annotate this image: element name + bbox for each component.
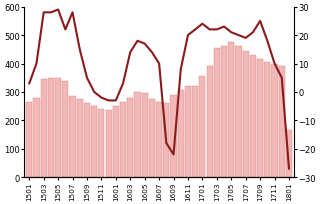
Bar xyxy=(156,102,162,177)
Bar xyxy=(69,97,76,177)
Bar xyxy=(84,104,90,177)
Bar xyxy=(33,98,40,177)
Bar xyxy=(192,87,198,177)
Bar xyxy=(91,107,97,177)
Bar xyxy=(286,131,292,177)
Bar xyxy=(271,64,278,177)
Bar xyxy=(243,51,249,177)
Bar xyxy=(207,67,213,177)
Bar xyxy=(221,47,227,177)
Bar xyxy=(264,63,270,177)
Bar xyxy=(163,104,169,177)
Bar xyxy=(127,98,133,177)
Bar xyxy=(62,81,68,177)
Bar xyxy=(199,77,205,177)
Bar xyxy=(41,80,47,177)
Bar xyxy=(55,78,61,177)
Bar xyxy=(113,107,119,177)
Bar xyxy=(236,47,242,177)
Bar xyxy=(134,92,140,177)
Bar xyxy=(250,56,256,177)
Bar xyxy=(214,49,220,177)
Bar xyxy=(120,102,126,177)
Bar xyxy=(77,100,83,177)
Bar xyxy=(257,60,263,177)
Bar xyxy=(48,78,54,177)
Bar xyxy=(171,95,177,177)
Bar xyxy=(98,109,104,177)
Bar xyxy=(142,94,148,177)
Bar xyxy=(228,43,234,177)
Bar xyxy=(106,110,112,177)
Bar xyxy=(279,67,285,177)
Bar xyxy=(26,102,32,177)
Bar xyxy=(178,91,184,177)
Bar xyxy=(185,87,191,177)
Bar xyxy=(149,100,155,177)
